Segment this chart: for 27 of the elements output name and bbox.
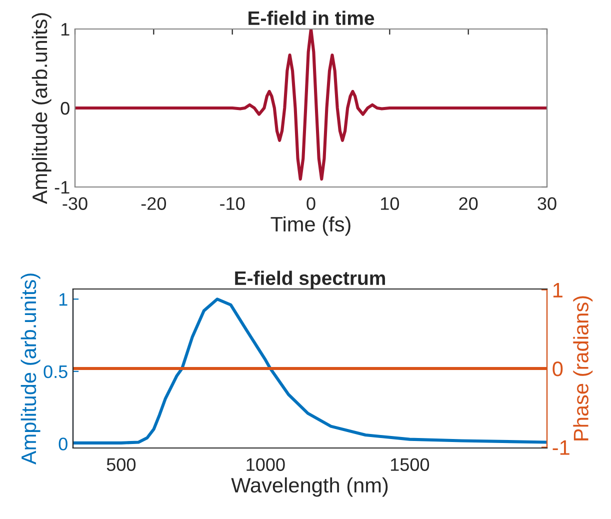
y-tick-label: 1 [61,23,70,36]
x-tick-label: 500 [106,458,136,471]
chart-title: E-field in time [248,10,374,26]
y-axis-title: Amplitude (arb.units) [20,274,40,465]
x-tick-label: 1500 [390,458,430,471]
x-tick-label: -30 [62,197,88,210]
y2-axis-title: Phase (radians) [573,296,593,440]
x-tick-label: 0 [306,197,316,210]
chart-title: E-field spectrum [235,270,385,289]
x-tick-label: 10 [381,197,400,210]
y-tick-label: -1 [54,181,70,194]
y-tick-label: 0.5 [44,365,68,378]
y-tick-label: 0 [60,102,70,115]
x-tick-label: 1000 [246,458,285,471]
line-series [73,298,547,444]
y-tick-label: 1 [59,293,68,306]
y2-tick-label: 0 [552,362,563,376]
x-tick-label: -10 [220,197,245,210]
y2-tick-label: 1 [553,283,562,298]
x-tick-label: 20 [459,197,478,210]
y-axis-title: Amplitude (arb.units) [32,13,52,204]
x-tick-label: 30 [538,197,556,210]
x-axis-title: Time (fs) [270,216,350,236]
y2-tick-label: -1 [552,440,570,455]
x-tick-label: -20 [141,197,166,210]
x-axis-title: Wavelength (nm) [231,477,388,497]
y-tick-label: 0 [58,438,68,450]
